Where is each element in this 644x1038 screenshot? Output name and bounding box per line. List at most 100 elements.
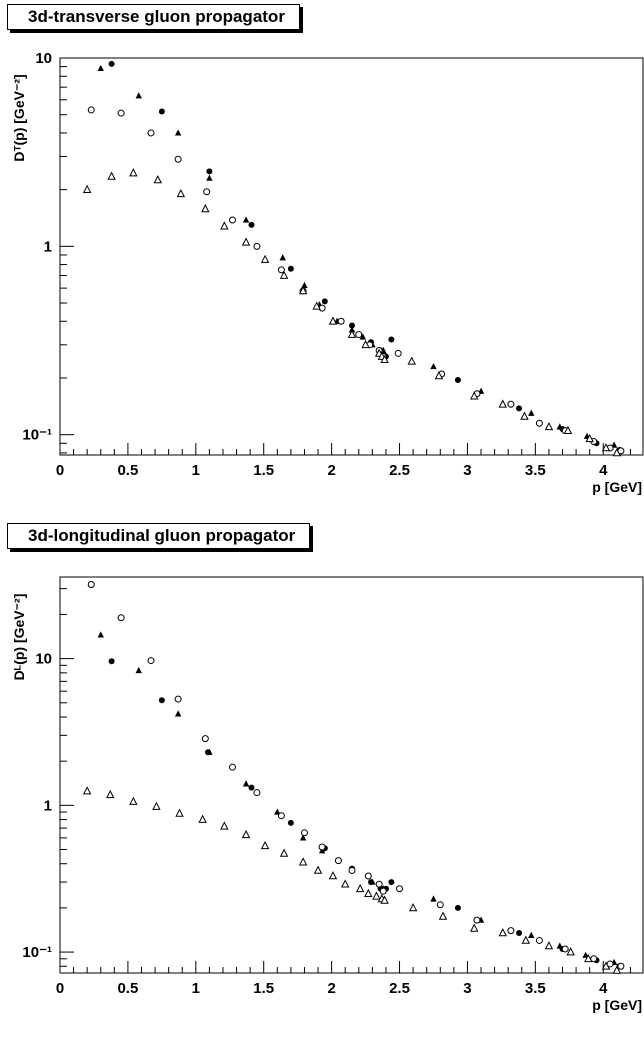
x-tick-label: 2.5	[389, 462, 410, 479]
data-point	[129, 796, 138, 805]
data-point	[348, 866, 356, 874]
data-point	[147, 129, 155, 137]
data-point	[108, 658, 115, 665]
data-point	[601, 443, 611, 452]
data-point	[436, 901, 444, 909]
data-point	[253, 789, 261, 797]
data-point	[277, 812, 285, 820]
data-point	[561, 945, 569, 953]
data-point	[260, 840, 270, 850]
data-point	[454, 904, 461, 911]
x-tick-label: 1.5	[253, 462, 274, 479]
axes: 0 0.5 1 1.5 2 2.5 3 3.5 4 10⁻¹ 1 10	[22, 50, 631, 479]
data-point	[566, 947, 575, 956]
x-axis-label: p [GeV]	[592, 997, 642, 1013]
x-tick-label: 2	[327, 462, 335, 479]
data-point	[253, 242, 261, 250]
series-open-circle	[87, 581, 625, 970]
data-point	[97, 64, 104, 72]
data-point	[430, 362, 437, 370]
data-point	[313, 865, 323, 874]
x-tick-label: 2	[327, 980, 335, 997]
data-point	[279, 848, 289, 857]
x-tick-label: 3	[463, 980, 471, 997]
y-tick-label: 10	[35, 50, 52, 67]
data-point	[601, 961, 611, 970]
data-point	[388, 336, 395, 343]
x-tick-label: 0.5	[117, 980, 138, 997]
data-point	[174, 710, 182, 717]
data-point	[228, 216, 236, 224]
data-point	[408, 903, 418, 912]
data-point	[220, 221, 229, 230]
data-point	[279, 254, 286, 261]
x-tick-label: 0	[56, 980, 64, 997]
series-open-triangle	[82, 168, 622, 457]
data-point	[206, 168, 213, 175]
data-point	[241, 237, 251, 246]
data-point	[298, 857, 308, 866]
data-point	[260, 254, 270, 263]
data-point	[407, 356, 416, 365]
data-point	[520, 411, 529, 420]
data-point	[274, 808, 281, 815]
data-point	[242, 216, 250, 223]
plot-frame	[59, 576, 644, 974]
y-tick-label: 1	[44, 797, 52, 814]
y-tick-label: 1	[44, 238, 52, 255]
data-point	[287, 819, 294, 826]
y-tick-label: 10⁻¹	[22, 944, 52, 961]
data-point	[174, 155, 182, 163]
series-filled-triangle	[97, 631, 618, 966]
data-point	[454, 377, 461, 384]
data-point	[364, 888, 373, 897]
data-point	[242, 780, 250, 787]
data-point	[201, 735, 209, 743]
data-point	[368, 879, 375, 886]
data-point	[174, 695, 182, 703]
data-point	[470, 923, 479, 932]
data-point	[498, 928, 507, 937]
longitudinal-chart-panel: 0 0.5 1 1.5 2 2.5 3 3.5 4 10⁻¹ 1 10 p [GeV] Dᴸ(p) [Ge…	[0, 519, 644, 1038]
data-point	[318, 843, 326, 851]
data-point	[153, 175, 163, 184]
x-tick-label: 1.5	[253, 980, 274, 997]
data-point	[279, 270, 289, 279]
data-point	[372, 891, 381, 900]
data-point	[135, 92, 142, 99]
data-point	[473, 916, 481, 924]
data-point	[175, 808, 184, 817]
x-tick-label: 3.5	[525, 462, 546, 479]
data-point	[349, 322, 355, 329]
x-tick-label: 4	[599, 980, 608, 997]
data-point	[585, 433, 594, 443]
data-point	[277, 266, 285, 274]
data-point	[201, 204, 210, 213]
data-point	[337, 317, 345, 325]
data-point	[220, 821, 229, 830]
data-point	[544, 941, 554, 950]
data-point	[507, 400, 515, 408]
data-point	[379, 887, 387, 895]
data-points	[82, 581, 625, 974]
data-point	[507, 927, 515, 935]
data-point	[396, 885, 404, 893]
data-point	[584, 953, 593, 963]
plot-frame	[59, 57, 644, 456]
data-point	[147, 657, 155, 665]
data-point	[203, 188, 211, 196]
transverse-chart: 0 0.5 1 1.5 2 2.5 3 3.5 4 10⁻¹ 1 10 p [GeV] Dᵀ(p) [Ge…	[11, 50, 644, 495]
x-axis-label: p [GeV]	[592, 479, 642, 495]
data-point	[347, 329, 357, 338]
data-point	[287, 265, 294, 272]
data-point	[334, 857, 342, 865]
data-point	[206, 174, 213, 181]
data-point	[328, 871, 338, 880]
data-point	[528, 409, 535, 416]
series-open-triangle	[82, 786, 622, 974]
data-point	[516, 405, 523, 412]
data-point	[563, 425, 573, 434]
data-point	[301, 281, 308, 289]
data-point	[364, 872, 372, 880]
data-point	[380, 895, 389, 904]
